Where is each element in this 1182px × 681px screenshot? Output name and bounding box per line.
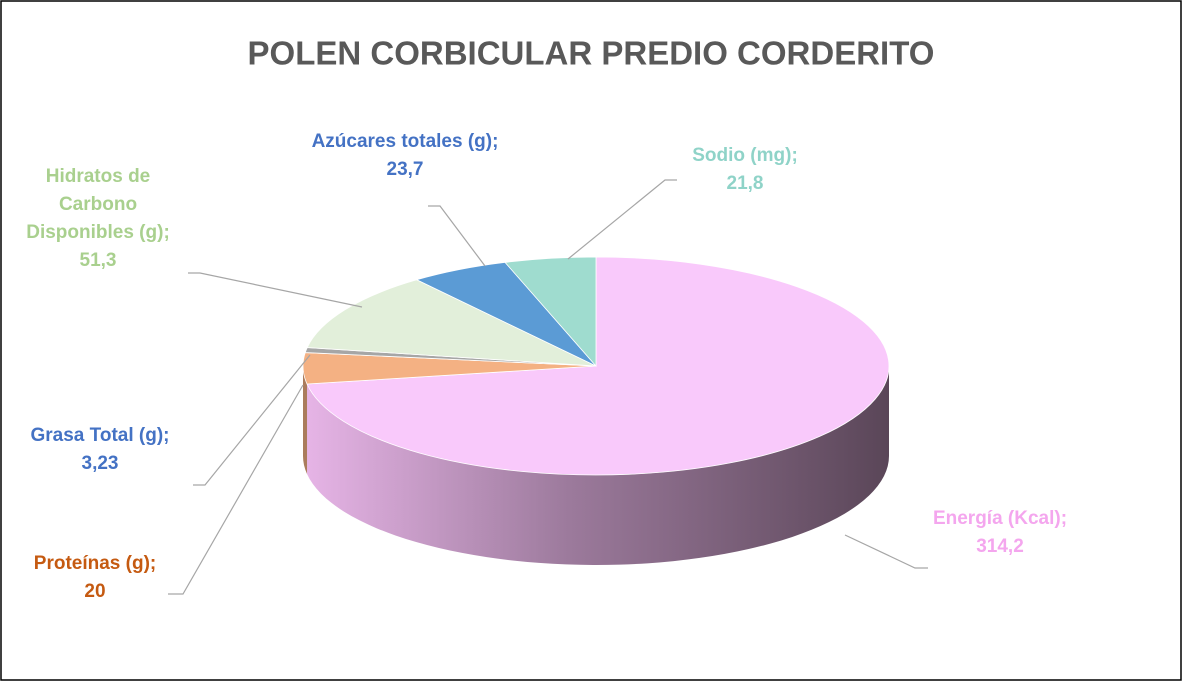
value-label: 314,2: [976, 536, 1024, 557]
data-label: Proteínas (g); 20: [10, 550, 180, 606]
category-label: Azúcares totales (g): [311, 131, 493, 152]
slice-side: [303, 366, 308, 475]
leader-line: [567, 179, 677, 260]
label-name-line: Hidratos de Carbono Disponibles (g);: [16, 163, 181, 247]
slice: [306, 256, 890, 476]
label-name-line: Energía (Kcal);: [900, 505, 1100, 533]
chart-title: POLEN CORBICULAR PREDIO CORDERITO: [248, 35, 935, 72]
leader-line: [168, 384, 304, 595]
category-label: Proteínas (g): [33, 553, 150, 574]
value-label: 20: [84, 581, 106, 602]
value-label: 21,8: [726, 173, 764, 194]
label-separator: ;: [163, 222, 170, 243]
label-separator: ;: [1060, 508, 1068, 529]
slice: [504, 256, 597, 368]
category-label: Energía (Kcal): [932, 508, 1061, 529]
data-label: Sodio (mg); 21,8: [660, 142, 830, 198]
label-separator: ;: [149, 553, 157, 574]
category-label: Grasa Total (g): [30, 425, 164, 446]
leader-line: [428, 205, 486, 267]
label-name-line: Grasa Total (g);: [5, 422, 195, 450]
label-name-line: Sodio (mg);: [660, 142, 830, 170]
value-label: 23,7: [386, 159, 424, 180]
label-separator: ;: [492, 131, 499, 152]
label-separator: ;: [163, 425, 170, 446]
data-label: Energía (Kcal); 314,2: [900, 505, 1100, 561]
label-name-line: Proteínas (g);: [10, 550, 180, 578]
data-label: Hidratos de Carbono Disponibles (g); 51,3: [16, 163, 181, 275]
value-label: 51,3: [79, 250, 117, 271]
slice: [306, 279, 597, 367]
data-label: Azúcares totales (g); 23,7: [275, 128, 535, 184]
category-label: Sodio (mg): [692, 145, 792, 166]
slice-side: [307, 366, 890, 565]
data-label: Grasa Total (g); 3,23: [5, 422, 195, 478]
leader-line: [193, 354, 311, 486]
label-name-line: Azúcares totales (g);: [275, 128, 535, 156]
category-label: Hidratos de Carbono Disponibles (g): [26, 166, 164, 243]
value-label: 3,23: [81, 453, 119, 474]
leader-line: [188, 272, 363, 308]
label-separator: ;: [791, 145, 798, 166]
leader-line: [844, 534, 928, 569]
